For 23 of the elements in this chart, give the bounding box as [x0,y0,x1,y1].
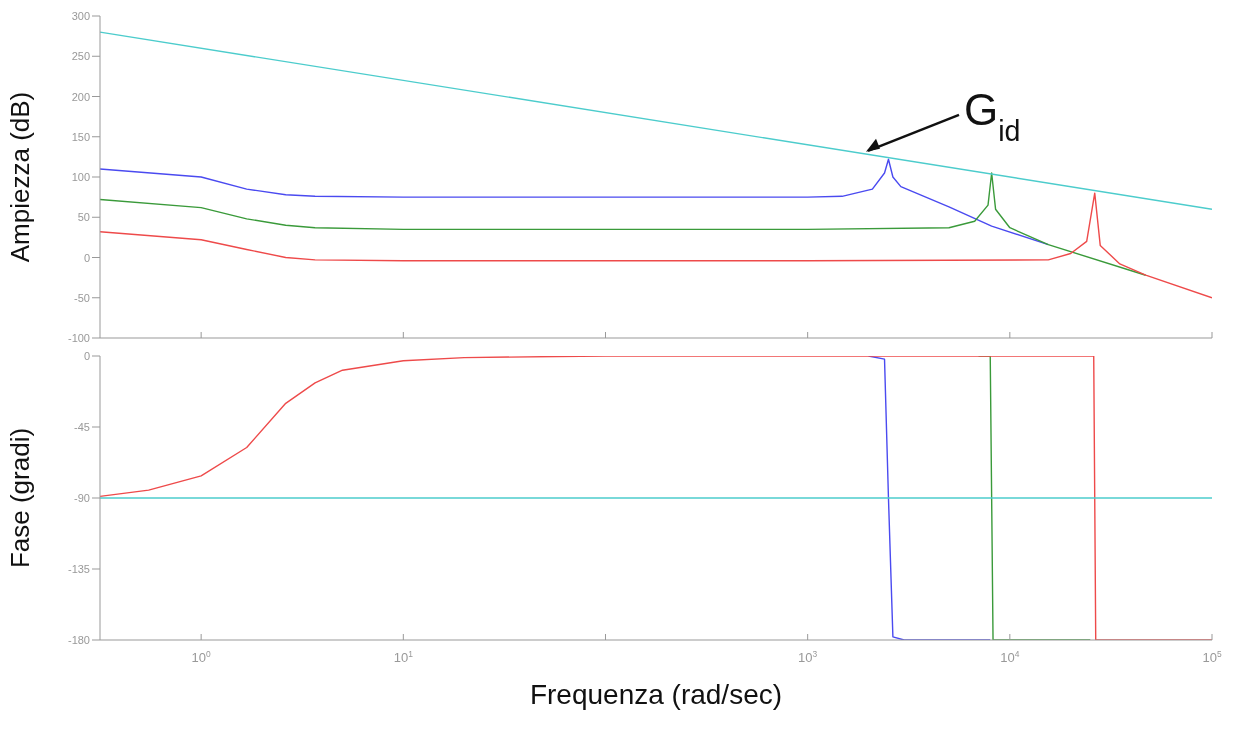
x-tick-label: 10$^{4}$ [1000,649,1020,665]
x-axis-title: Frequenza (rad/sec) [529,679,783,710]
y-tick-label: -45 [74,421,90,433]
y-tick-label: -180 [67,634,90,646]
annotation: G$_{id}$ [964,84,1021,147]
y-tick-label: -100 [67,332,90,344]
y-tick-label: 0 [83,251,90,264]
y-tick-label: 100 [71,171,90,183]
x-tick-label: 10$^{0}$ [191,649,212,665]
y-tick-label: 200 [71,90,90,103]
x-tick-label: 10$^{1}$ [393,649,414,665]
y-tick-label: 150 [71,130,90,143]
x-tick-label: 10$^{3}$ [798,649,818,665]
x-tick-label: 10$^{5}$ [1202,649,1222,665]
y-tick-label: -90 [74,492,90,504]
y-tick-label: 50 [77,211,90,224]
y-tick-label: 0 [83,350,90,362]
y-axis-title: Fase (gradi) [5,427,36,569]
y-tick-label: -50 [74,291,90,304]
y-tick-label: 250 [71,50,90,63]
y-tick-label: 300 [71,10,90,22]
y-tick-label: -135 [67,563,90,575]
y-axis-title: Ampiezza (dB) [5,91,36,263]
